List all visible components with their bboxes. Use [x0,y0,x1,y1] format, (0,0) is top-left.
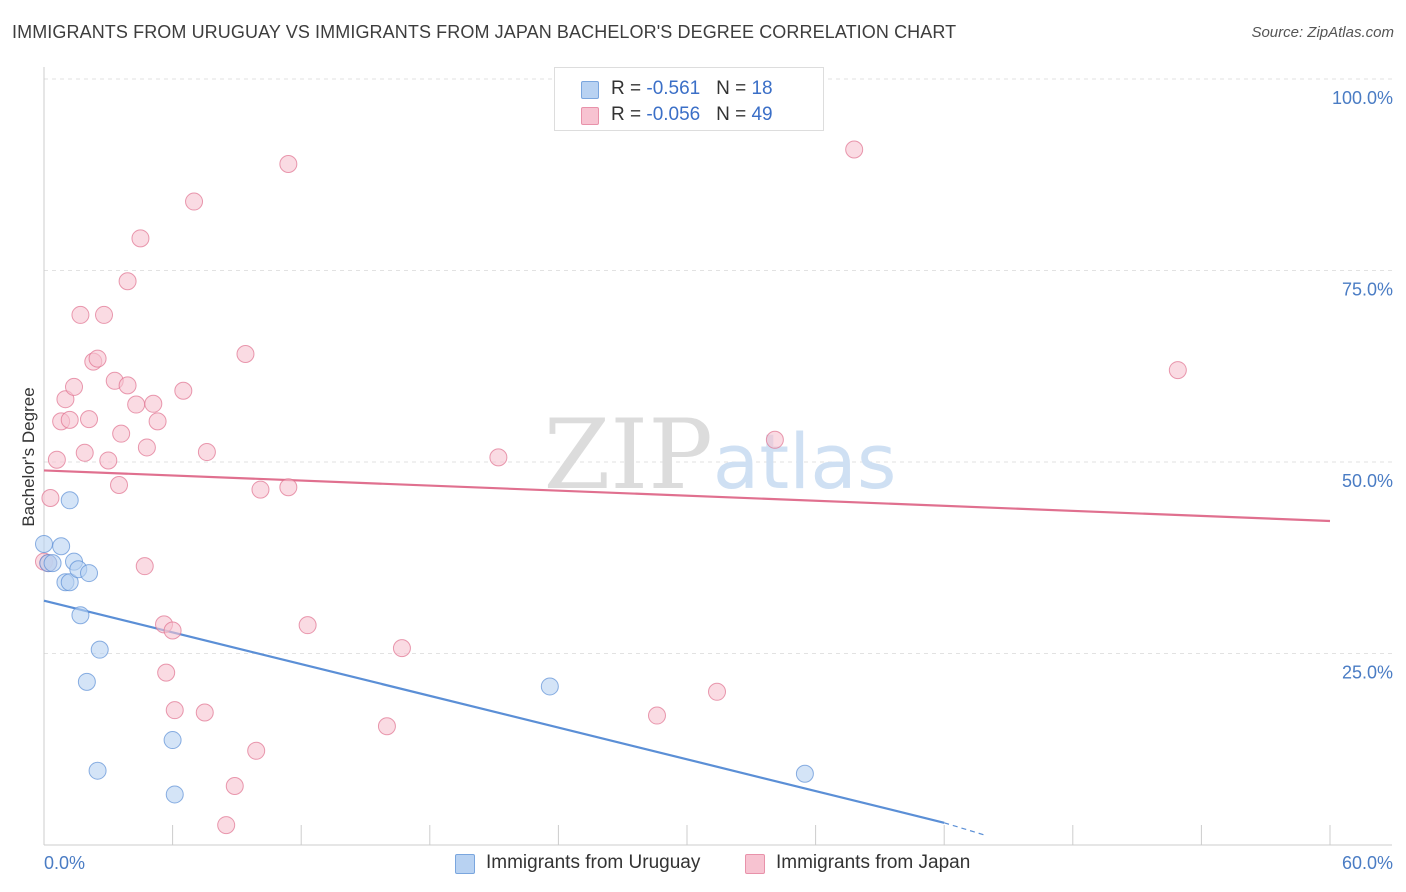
data-point-uruguay [60,573,79,592]
data-point-japan [112,424,131,443]
data-point-japan [118,376,137,395]
data-point-japan [157,663,176,682]
legend-row-japan: R = -0.056 N = 49 [555,102,823,128]
data-point-japan [144,394,163,413]
data-point-japan [41,489,60,508]
legend-text: R = -0.056 N = 49 [611,104,773,125]
data-point-japan [118,272,137,291]
data-point-uruguay [35,534,53,553]
data-point-uruguay [88,761,107,780]
data-point-japan [56,390,75,409]
tick-labels: 25.0% 50.0% 75.0% 100.0% 0.0% 60.0% [44,88,1393,873]
data-point-japan [95,305,114,324]
data-point-japan [489,448,508,467]
data-points [35,140,1187,835]
data-point-uruguay [80,564,99,583]
watermark-atlas: atlas [713,417,897,506]
data-point-japan [236,344,255,363]
trend-line-japan [43,469,1331,523]
y-axis-label: Bachelor's Degree [19,387,38,526]
r-value: -0.561 [646,78,701,99]
data-point-japan [60,410,79,429]
uruguay-swatch [455,854,475,874]
uruguay-swatch [581,81,599,99]
data-point-uruguay [43,554,62,573]
data-point-japan [88,349,107,368]
japan-swatch [745,854,765,874]
data-point-japan [217,816,236,835]
data-point-japan [174,381,193,400]
data-point-japan [131,229,150,248]
y-tick-label: 100.0% [1332,88,1393,108]
x-tick-label: 0.0% [44,853,85,873]
correlation-legend: R = -0.561 N = 18 R = -0.056 N = 49 [554,67,824,131]
data-point-japan [392,639,411,658]
data-point-uruguay [71,606,90,625]
axes [43,67,1392,846]
trend-line-uruguay [43,599,945,824]
trend-extension-uruguay [944,822,988,837]
data-point-japan [647,706,666,725]
data-point-japan [148,412,167,431]
r-value: -0.056 [646,104,701,125]
watermark: ZIPatlas [544,399,897,511]
data-point-japan [163,621,182,640]
legend-label: Immigrants from Uruguay [486,852,701,873]
data-point-japan [279,478,298,497]
data-point-japan [298,616,317,635]
data-point-japan [195,703,214,722]
trend-lines [43,469,1331,837]
data-point-japan [75,443,94,462]
grid-lines [44,78,1392,654]
data-point-japan [377,717,396,736]
data-point-uruguay [90,640,109,659]
data-point-japan [247,741,266,760]
legend-label: Immigrants from Japan [776,852,971,873]
chart-title: IMMIGRANTS FROM URUGUAY VS IMMIGRANTS FR… [12,22,957,42]
legend-text: R = -0.561 N = 18 [611,78,773,99]
data-point-japan [65,377,84,396]
data-point-japan [1168,361,1187,380]
data-point-japan [225,777,244,796]
legend-row-uruguay: R = -0.561 N = 18 [555,76,823,102]
y-tick-label: 75.0% [1342,280,1393,300]
japan-swatch [581,107,599,125]
data-point-uruguay [163,731,182,750]
y-tick-label: 25.0% [1342,663,1393,683]
data-point-japan [110,475,129,494]
source-credit: Source: ZipAtlas.com [1251,24,1394,41]
data-point-uruguay [165,785,184,804]
y-tick-label: 50.0% [1342,471,1393,491]
data-point-japan [137,438,156,457]
data-point-japan [279,155,298,174]
data-point-uruguay [77,672,96,691]
data-point-japan [135,557,154,576]
data-point-uruguay [52,537,71,556]
n-value: 49 [751,104,773,125]
n-value: 18 [751,78,773,99]
data-point-japan [251,480,270,499]
data-point-japan [165,701,184,720]
data-point-japan [765,430,784,449]
data-point-japan [708,682,727,701]
data-point-japan [99,451,118,470]
data-point-uruguay [60,491,79,510]
data-point-japan [185,192,204,211]
data-point-uruguay [795,764,814,783]
data-point-japan [197,443,216,462]
data-point-japan [47,450,66,469]
data-point-japan [127,395,146,414]
data-point-japan [845,140,864,159]
data-point-uruguay [540,677,559,696]
data-point-japan [71,305,90,324]
x-tick-label: 60.0% [1342,853,1393,873]
data-point-japan [80,410,99,429]
